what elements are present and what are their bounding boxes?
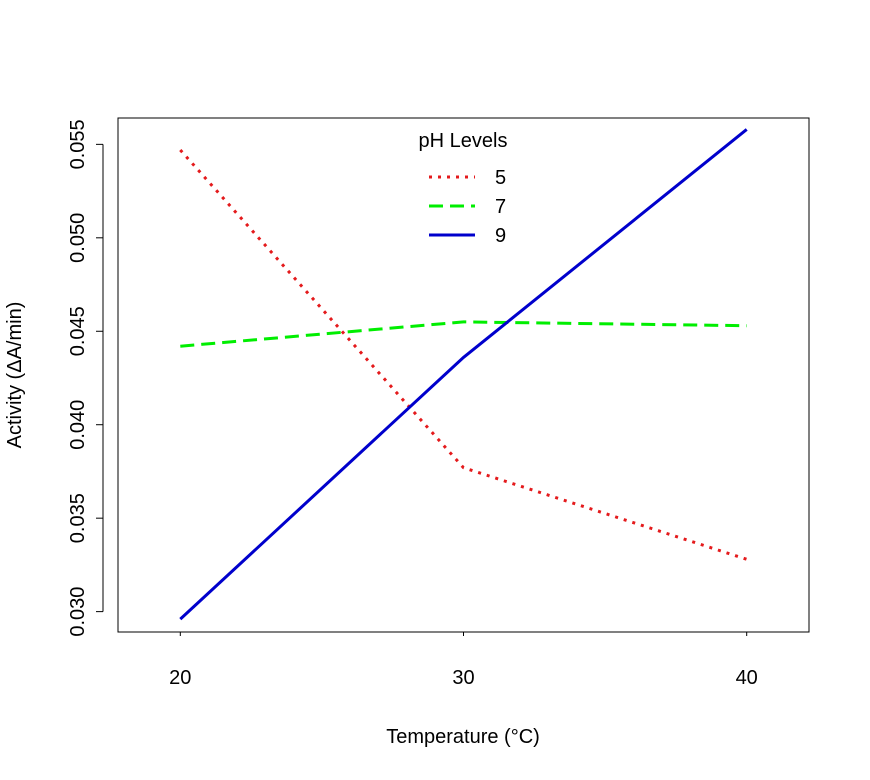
x-tick-label: 40 [736, 667, 758, 689]
series-line-ph-5 [179, 149, 748, 561]
legend-label-ph-5: 5 [495, 167, 506, 189]
y-tick-label: 0.045 [67, 306, 89, 356]
y-tick-label: 0.035 [67, 493, 89, 543]
legend: pH Levels 5 7 9 [419, 130, 508, 247]
x-tick-label: 20 [169, 667, 191, 689]
y-tick-label: 0.050 [67, 213, 89, 263]
x-tick-label: 30 [452, 667, 474, 689]
x-axis-label: Temperature (°C) [386, 726, 540, 748]
x-axis: 20 30 40 [169, 632, 758, 689]
legend-title: pH Levels [419, 130, 508, 152]
y-tick-label: 0.040 [67, 400, 89, 450]
legend-label-ph-7: 7 [495, 196, 506, 218]
legend-label-ph-9: 9 [495, 225, 506, 247]
y-tick-label: 0.055 [67, 119, 89, 169]
series-line-ph-7 [180, 320, 747, 348]
y-axis-label: Activity (ΔA/min) [4, 302, 26, 449]
series-line-ph-9 [179, 128, 748, 621]
y-axis: 0.030 0.035 0.040 0.045 0.050 0.055 [67, 119, 104, 637]
series-layer [179, 128, 748, 621]
y-tick-label: 0.030 [67, 587, 89, 637]
plot-frame [117, 117, 810, 633]
